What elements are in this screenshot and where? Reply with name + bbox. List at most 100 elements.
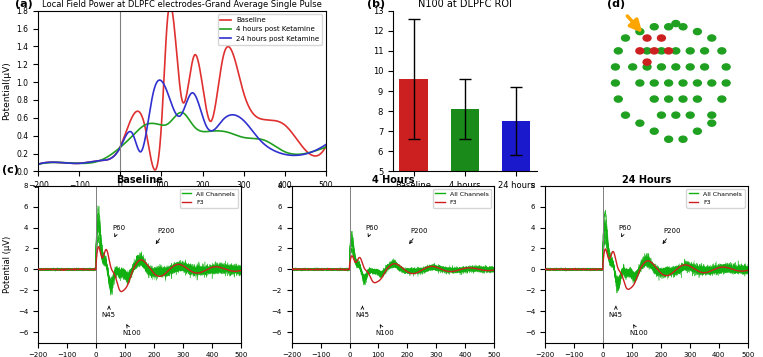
Baseline — [217, 60, 227, 64]
4 hours post Ketamine — [176, 110, 185, 115]
Ellipse shape — [614, 48, 623, 54]
Ellipse shape — [700, 64, 709, 70]
Ellipse shape — [694, 128, 701, 134]
Title: Local Field Power at DLPFC electrodes-Grand Average Single Pulse: Local Field Power at DLPFC electrodes-Gr… — [42, 0, 322, 9]
Ellipse shape — [665, 136, 673, 142]
Baseline — [282, 125, 291, 129]
Ellipse shape — [679, 96, 687, 102]
Bar — [400, 79, 428, 272]
Line: 4 hours post Ketamine: 4 hours post Ketamine — [38, 112, 326, 164]
X-axis label: Time(ms): Time(ms) — [161, 196, 203, 205]
24 hours post Ketamine — [34, 162, 43, 166]
Ellipse shape — [672, 112, 680, 118]
4 hours post Ketamine — [201, 130, 210, 134]
Ellipse shape — [658, 48, 665, 54]
Text: P200: P200 — [156, 228, 175, 243]
Text: P200: P200 — [410, 228, 428, 243]
Text: P200: P200 — [663, 228, 681, 243]
4 hours post Ketamine — [34, 162, 43, 166]
Ellipse shape — [679, 136, 687, 142]
Baseline — [166, 2, 175, 7]
Text: N100: N100 — [122, 325, 141, 336]
Title: N100 at DLPFC ROI: N100 at DLPFC ROI — [418, 0, 512, 9]
Ellipse shape — [708, 112, 716, 118]
Ellipse shape — [622, 35, 629, 41]
Title: 24 Hours: 24 Hours — [622, 175, 671, 185]
Ellipse shape — [665, 96, 673, 102]
Text: (b): (b) — [367, 0, 385, 10]
24 hours post Ketamine — [217, 119, 227, 123]
Baseline — [209, 113, 218, 117]
Ellipse shape — [694, 29, 701, 35]
Ellipse shape — [708, 80, 716, 86]
Legend: Baseline, 4 hours post Ketamine, 24 hours post Ketamine: Baseline, 4 hours post Ketamine, 24 hour… — [217, 14, 322, 45]
Ellipse shape — [636, 80, 644, 86]
Ellipse shape — [636, 48, 644, 54]
Ellipse shape — [629, 64, 636, 70]
Text: (c): (c) — [2, 165, 18, 175]
24 hours post Ketamine — [208, 128, 217, 132]
Ellipse shape — [694, 96, 701, 102]
Ellipse shape — [679, 80, 687, 86]
Text: (a): (a) — [15, 0, 33, 10]
Ellipse shape — [636, 29, 644, 35]
4 hours post Ketamine — [208, 129, 217, 133]
Ellipse shape — [643, 48, 651, 54]
Ellipse shape — [686, 48, 694, 54]
Ellipse shape — [718, 48, 726, 54]
24 hours post Ketamine — [321, 142, 330, 147]
Ellipse shape — [679, 24, 687, 30]
Ellipse shape — [614, 96, 623, 102]
24 hours post Ketamine — [282, 152, 291, 157]
Bar — [502, 121, 530, 272]
Text: (d): (d) — [607, 0, 625, 10]
24 hours post Ketamine — [252, 134, 261, 139]
Ellipse shape — [665, 48, 673, 54]
Ellipse shape — [700, 48, 709, 54]
Ellipse shape — [643, 64, 651, 70]
Text: N100: N100 — [629, 325, 648, 336]
Baseline — [321, 144, 330, 149]
Baseline — [51, 160, 60, 165]
Ellipse shape — [650, 24, 658, 30]
Title: 4 Hours: 4 Hours — [372, 175, 414, 185]
Bar — [451, 109, 479, 272]
24 hours post Ketamine — [201, 122, 210, 127]
Ellipse shape — [672, 48, 680, 54]
Ellipse shape — [636, 120, 644, 126]
Title: Baseline: Baseline — [116, 175, 163, 185]
Ellipse shape — [686, 64, 694, 70]
Ellipse shape — [665, 80, 673, 86]
Ellipse shape — [650, 48, 658, 54]
Ellipse shape — [708, 35, 716, 41]
Ellipse shape — [658, 64, 665, 70]
Text: N45: N45 — [102, 306, 116, 317]
FancyArrowPatch shape — [627, 16, 639, 30]
Ellipse shape — [658, 35, 665, 41]
Y-axis label: Potential (μV): Potential (μV) — [4, 236, 12, 293]
Ellipse shape — [708, 120, 716, 126]
Baseline — [253, 115, 262, 119]
4 hours post Ketamine — [51, 160, 60, 165]
Legend: All Channels, F3: All Channels, F3 — [687, 189, 745, 208]
Text: P60: P60 — [619, 225, 632, 237]
Baseline — [150, 168, 159, 172]
Y-axis label: Potential(μV): Potential(μV) — [2, 62, 11, 120]
4 hours post Ketamine — [321, 145, 330, 149]
Ellipse shape — [672, 64, 680, 70]
Ellipse shape — [686, 112, 694, 118]
Text: N45: N45 — [356, 306, 369, 317]
Ellipse shape — [643, 59, 651, 65]
Line: Baseline: Baseline — [38, 5, 326, 170]
Ellipse shape — [650, 96, 658, 102]
Legend: All Channels, F3: All Channels, F3 — [433, 189, 491, 208]
Ellipse shape — [611, 64, 620, 70]
4 hours post Ketamine — [282, 150, 291, 155]
Ellipse shape — [622, 112, 629, 118]
24 hours post Ketamine — [51, 160, 60, 165]
Ellipse shape — [650, 80, 658, 86]
Ellipse shape — [672, 20, 680, 27]
Ellipse shape — [723, 64, 730, 70]
4 hours post Ketamine — [252, 136, 261, 141]
Text: N45: N45 — [609, 306, 623, 317]
